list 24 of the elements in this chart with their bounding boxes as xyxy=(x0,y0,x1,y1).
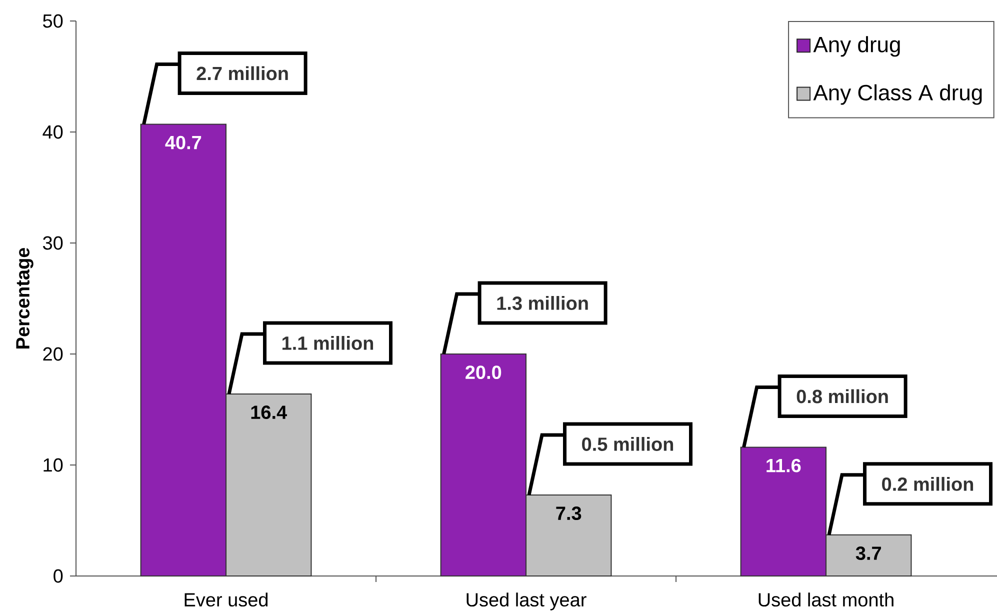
annotation: 0.5 million xyxy=(582,436,674,451)
x-tick-label: Ever used xyxy=(184,592,268,607)
y-axis-title: Percentage xyxy=(16,248,34,348)
y-tick-label: 50 xyxy=(43,14,63,28)
y-tick-label: 20 xyxy=(43,347,63,361)
annotation: 0.8 million xyxy=(796,389,888,404)
x-tick-label: Used last month xyxy=(758,592,894,607)
y-tick-label: 30 xyxy=(43,236,63,250)
data-label: 3.7 xyxy=(856,546,881,560)
annotation: 0.2 million xyxy=(882,476,974,491)
data-label: 11.6 xyxy=(766,458,801,472)
annotation: 2.7 million xyxy=(196,66,288,80)
data-label: 7.3 xyxy=(556,506,582,520)
annotation: 1.3 million xyxy=(497,296,588,310)
y-tick-label: 40 xyxy=(42,125,63,139)
annotation: 1.1 million xyxy=(282,336,374,350)
data-label: 16.4 xyxy=(251,406,287,420)
data-label: 40.7 xyxy=(165,136,202,150)
data-label: 20.0 xyxy=(466,366,502,380)
y-tick-label: 10 xyxy=(44,458,63,472)
y-tick-label: 0 xyxy=(54,569,63,583)
legend-label: Any Class A drug xyxy=(813,84,982,105)
legend-label: Any drug xyxy=(813,36,900,57)
x-tick-label: Used last year xyxy=(466,592,586,610)
